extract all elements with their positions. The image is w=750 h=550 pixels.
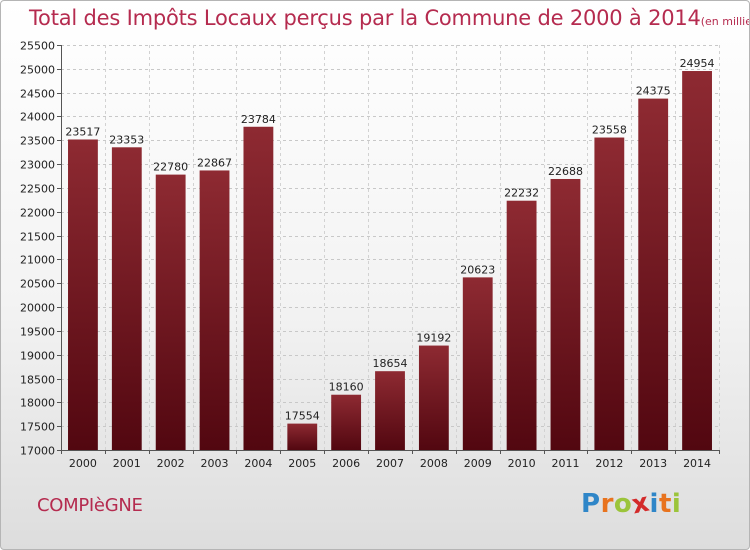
axes (57, 45, 720, 454)
data-label-2008: 19192 (416, 332, 451, 345)
y-tick-label: 19500 (20, 326, 55, 339)
x-tick-label-2011: 2011 (551, 457, 579, 470)
data-label-2014: 24954 (680, 57, 715, 70)
chart-title: Total des Impôts Locaux perçus par la Co… (29, 6, 749, 30)
logo-letter: P (581, 489, 601, 519)
y-tick-label: 18500 (20, 374, 55, 387)
data-label-2002: 22780 (153, 161, 188, 174)
x-tick-label-2006: 2006 (332, 457, 360, 470)
y-tick-label: 22000 (20, 207, 55, 220)
bar-2006 (331, 394, 362, 450)
data-label-2012: 23558 (592, 124, 627, 137)
logo-letter: t (658, 489, 672, 519)
y-tick-label: 25000 (20, 64, 55, 77)
y-tick-label: 24000 (20, 111, 55, 124)
x-tick-label-2003: 2003 (201, 457, 229, 470)
x-tick-label-2008: 2008 (420, 457, 448, 470)
y-tick-label: 24500 (20, 88, 55, 101)
y-tick-label: 17500 (20, 421, 55, 434)
data-label-2009: 20623 (460, 263, 495, 276)
y-tick-label: 19000 (20, 350, 55, 363)
x-tick-label-2002: 2002 (157, 457, 185, 470)
bar-2004 (243, 126, 274, 450)
bar-2001 (111, 147, 142, 451)
y-tick-label: 23000 (20, 159, 55, 172)
bar-2014 (682, 71, 712, 451)
bar-2012 (594, 137, 625, 451)
chart-title-text: Total des Impôts Locaux perçus par la Co… (29, 6, 701, 30)
bar-2008 (418, 345, 449, 450)
y-tick-label: 17000 (20, 445, 55, 458)
bar-2005 (287, 423, 318, 450)
data-label-2011: 22688 (548, 165, 583, 178)
commune-name: COMPIèGNE (37, 495, 143, 516)
y-tick-label: 23500 (20, 135, 55, 148)
bar-2013 (638, 98, 669, 451)
bar-2009 (462, 277, 493, 450)
data-label-2001: 23353 (109, 133, 144, 146)
data-label-2007: 18654 (373, 357, 408, 370)
logo-letter: i (671, 489, 682, 519)
y-tick-label: 20000 (20, 302, 55, 315)
logo-letter: i (649, 489, 659, 519)
bar-2000 (68, 139, 98, 450)
logo-letter: o (613, 489, 633, 519)
y-tick-label: 25500 (20, 40, 55, 53)
x-tick-label-2010: 2010 (508, 457, 536, 470)
y-tick-label: 21500 (20, 231, 55, 244)
y-tick-label: 18000 (20, 397, 55, 410)
data-label-2004: 23784 (241, 113, 276, 126)
x-tick-label-2001: 2001 (113, 457, 141, 470)
bar-2003 (199, 170, 230, 450)
y-tick-label: 21000 (20, 254, 55, 267)
x-tick-label-2005: 2005 (288, 457, 316, 470)
bar-2010 (506, 200, 537, 450)
chart-subtitle: (en milliers d'€) (700, 15, 749, 28)
logo-letter: r (600, 489, 614, 519)
data-label-2006: 18160 (329, 381, 364, 394)
data-label-2010: 22232 (504, 187, 539, 200)
y-tick-label: 20500 (20, 278, 55, 291)
x-tick-label-2000: 2000 (69, 457, 97, 470)
bar-2011 (550, 178, 581, 451)
bar-2007 (375, 371, 405, 450)
y-tick-label: 22500 (20, 183, 55, 196)
x-tick-label-2013: 2013 (639, 457, 667, 470)
bars (68, 71, 712, 451)
data-label-2013: 24375 (636, 85, 671, 98)
x-tick-label-2009: 2009 (464, 457, 492, 470)
data-label-2000: 23517 (65, 125, 100, 138)
data-label-2005: 17554 (285, 410, 320, 423)
labels: 17000 17500 18000 18500 19000 19500 20000 20500… (20, 40, 715, 471)
bar-2002 (155, 174, 186, 450)
proxiti-logo[interactable]: Proxiti (581, 488, 682, 521)
x-tick-label-2012: 2012 (595, 457, 623, 470)
data-label-2003: 22867 (197, 156, 232, 169)
x-tick-label-2004: 2004 (244, 457, 272, 470)
x-tick-label-2007: 2007 (376, 457, 404, 470)
x-tick-label-2014: 2014 (683, 457, 711, 470)
